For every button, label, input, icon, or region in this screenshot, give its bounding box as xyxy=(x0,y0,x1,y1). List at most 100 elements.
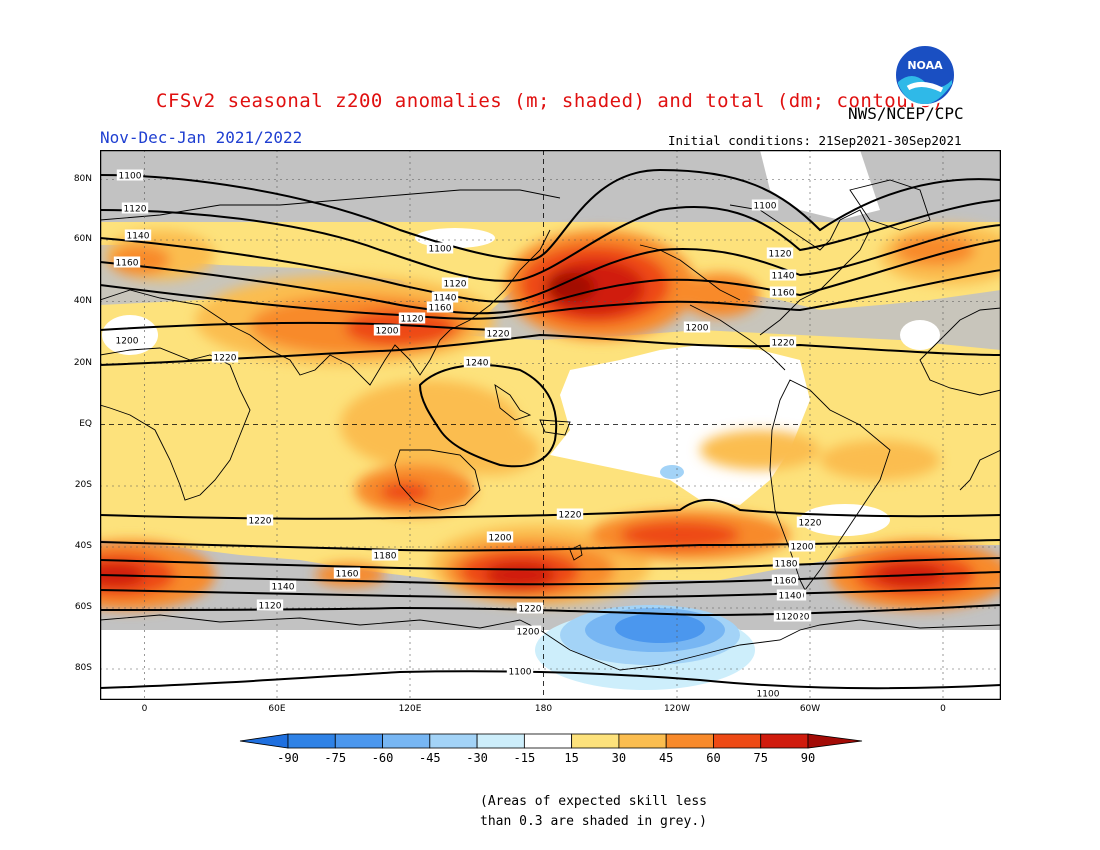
colorbar-tick-label: -90 xyxy=(277,751,299,765)
svg-text:1200: 1200 xyxy=(791,543,814,553)
contour-label: 1220 xyxy=(211,351,239,364)
colorbar-swatch xyxy=(382,733,431,749)
lat-tick-label: 40N xyxy=(73,295,92,306)
svg-text:1220: 1220 xyxy=(559,511,582,521)
colorbar-swatch xyxy=(429,733,478,749)
contour-label: 1100 xyxy=(426,242,454,255)
initial-conditions: Initial conditions: 21Sep2021-30Sep2021 xyxy=(668,133,962,148)
svg-text:1180: 1180 xyxy=(775,560,798,570)
contour-label: 1180 xyxy=(772,557,800,570)
lon-tick-label: 180 xyxy=(534,704,553,714)
colorbar-swatch xyxy=(571,733,620,749)
svg-text:1200: 1200 xyxy=(686,324,709,334)
colorbar-tick-label: 30 xyxy=(612,751,626,765)
lat-tick-label: 40S xyxy=(74,541,92,551)
svg-text:1160: 1160 xyxy=(772,289,795,299)
svg-text:1160: 1160 xyxy=(774,577,797,587)
svg-text:1180: 1180 xyxy=(374,552,397,562)
contour-label: 1120 xyxy=(121,202,149,215)
colorbar-swatch xyxy=(287,733,336,749)
svg-text:1120: 1120 xyxy=(444,280,467,290)
svg-text:1220: 1220 xyxy=(214,354,237,364)
svg-text:1140: 1140 xyxy=(434,294,457,304)
svg-text:1220: 1220 xyxy=(249,517,272,527)
svg-text:1100: 1100 xyxy=(754,202,777,212)
colorbar-swatch xyxy=(476,733,525,749)
svg-text:1240: 1240 xyxy=(466,359,489,369)
contour-label: 1200 xyxy=(113,334,141,347)
map-panel: 1100112011401160120012201100112011401160… xyxy=(100,150,1001,700)
contour-label: 1220 xyxy=(769,336,797,349)
contour-label: 1140 xyxy=(124,229,152,242)
skill-note-line-2: than 0.3 are shaded in grey.) xyxy=(480,814,707,829)
svg-text:1120: 1120 xyxy=(776,613,799,623)
svg-text:1120: 1120 xyxy=(401,315,424,325)
svg-text:1200: 1200 xyxy=(517,628,540,638)
contour-label: 1160 xyxy=(333,567,361,580)
colorbar-tick-label: -60 xyxy=(372,751,394,765)
svg-text:1220: 1220 xyxy=(487,330,510,340)
colorbar-tick-label: 90 xyxy=(801,751,815,765)
svg-text:1100: 1100 xyxy=(119,172,142,182)
svg-text:1200: 1200 xyxy=(376,327,399,337)
contour-label: 1220 xyxy=(556,508,584,521)
contour-label: 1120 xyxy=(441,277,469,290)
lat-tick-label: EQ xyxy=(79,418,92,429)
contour-label: 1200 xyxy=(514,625,542,638)
skill-note: (Areas of expected skill less than 0.3 a… xyxy=(480,792,707,832)
contour-label: 1140 xyxy=(776,589,804,602)
contour-label: 1100 xyxy=(751,199,779,212)
colorbar-tick-label: 15 xyxy=(564,751,578,765)
svg-text:1200: 1200 xyxy=(116,337,139,347)
colorbar-swatch xyxy=(665,733,714,749)
svg-text:1200: 1200 xyxy=(489,534,512,544)
svg-text:1140: 1140 xyxy=(127,232,150,242)
contour-label: 1120 xyxy=(766,247,794,260)
lon-tick-label: 60W xyxy=(799,704,821,714)
longitude-labels: 0 60E 120E 180 120W 60W 0 xyxy=(100,704,1001,720)
contour-label: 1120 xyxy=(256,599,284,612)
skill-note-line-1: (Areas of expected skill less xyxy=(480,794,707,809)
map-frame xyxy=(100,150,1001,700)
svg-text:1100: 1100 xyxy=(757,690,780,700)
coastlines xyxy=(100,179,1001,671)
lon-tick-label: 120W xyxy=(663,704,691,714)
contour-label: 1180 xyxy=(371,549,399,562)
forecast-period: Nov-Dec-Jan 2021/2022 xyxy=(100,128,303,147)
svg-text:1100: 1100 xyxy=(429,245,452,255)
lat-tick-label: 20S xyxy=(74,480,92,490)
contour-label: 1220 xyxy=(484,327,512,340)
contour-label: 1200 xyxy=(683,321,711,334)
contour-label: 1160 xyxy=(771,574,799,587)
contour-label: 1120 xyxy=(398,312,426,325)
chart-title: CFSv2 seasonal z200 anomalies (m; shaded… xyxy=(156,90,944,112)
lat-tick-label: 80S xyxy=(74,663,92,673)
colorbar-tick-label: 75 xyxy=(754,751,768,765)
lon-tick-label: 120E xyxy=(398,704,422,714)
colorbar-min-arrow xyxy=(239,733,289,749)
colorbar-tick-label: -30 xyxy=(466,751,488,765)
contour-label: 1160 xyxy=(113,256,141,269)
contour-label: 1200 xyxy=(373,324,401,337)
lat-tick-label: 20N xyxy=(73,357,92,368)
contour-label: 1160 xyxy=(769,286,797,299)
colorbar-max-arrow xyxy=(807,733,863,749)
colorbar-swatch xyxy=(334,733,383,749)
latitude-labels: 80N 60N 40N 20N EQ 20S 40S 60S 80S xyxy=(60,150,96,700)
logo-text: NOAA xyxy=(907,59,943,72)
colorbar-tick-label: -75 xyxy=(324,751,346,765)
svg-text:1220: 1220 xyxy=(799,519,822,529)
lat-tick-label: 80N xyxy=(73,173,92,184)
contour-label: 1100 xyxy=(116,169,144,182)
lat-tick-label: 60S xyxy=(74,602,92,612)
equator-dateline xyxy=(100,150,1001,700)
contour-label: 1140 xyxy=(769,269,797,282)
svg-text:1160: 1160 xyxy=(429,304,452,314)
contour-label: 1140 xyxy=(431,291,459,304)
contour-label: 1200 xyxy=(486,531,514,544)
lon-tick-label: 0 xyxy=(940,704,946,714)
lat-tick-label: 60N xyxy=(73,234,92,244)
noaa-logo: NOAA xyxy=(894,44,956,106)
svg-text:1220: 1220 xyxy=(519,605,542,615)
svg-text:1160: 1160 xyxy=(116,259,139,269)
